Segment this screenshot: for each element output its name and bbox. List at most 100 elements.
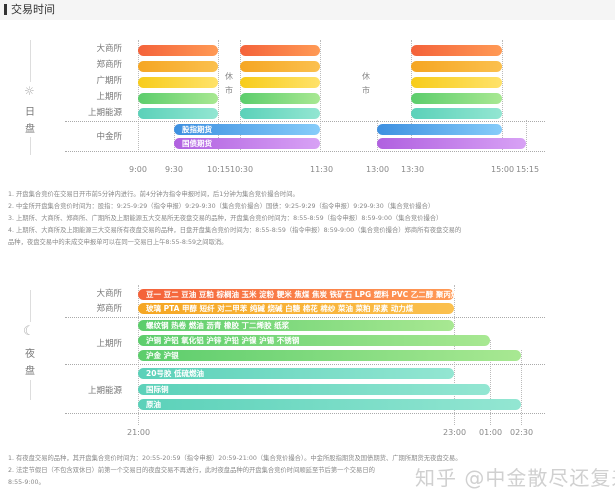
tick-label: 21:00 <box>127 428 151 437</box>
bar-dce-am1 <box>138 45 218 56</box>
tick-label: 23:00 <box>443 428 467 437</box>
day-label-1: 日 <box>25 107 35 118</box>
exchange-label-shfe: 上期所 <box>96 339 122 349</box>
exchange-label-dce: 大商所 <box>96 44 122 54</box>
sun-icon: ☼ <box>24 84 35 98</box>
bar-bond-futures-pm <box>377 138 526 149</box>
night-label-2: 盘 <box>25 366 35 377</box>
exchange-label-gfex: 广期所 <box>96 76 122 86</box>
exchange-label-czce: 郑商所 <box>96 60 122 70</box>
night-note: 8:55-9:00。 <box>8 479 45 486</box>
bar-gfex-am2 <box>240 77 320 88</box>
bar-gfex-am1 <box>138 77 218 88</box>
bar-index-futures-am: 股指期货 <box>174 124 320 135</box>
tick-label: 15:00 <box>491 165 515 174</box>
bar-czce-pm <box>411 61 502 72</box>
night-label-1: 夜 <box>25 349 35 360</box>
tick-label: 15:15 <box>516 165 540 174</box>
break-char-1: 休 <box>362 72 370 81</box>
tick-label: 13:30 <box>401 165 425 174</box>
bar-shfe-night-0100: 沪铜 沪铝 氧化铝 沪锌 沪铅 沪镍 沪锡 不锈钢 <box>138 335 490 346</box>
day-label-2: 盘 <box>25 124 35 135</box>
tick-label: 10:30 <box>230 165 254 174</box>
exchange-label-cffex: 中金所 <box>96 132 122 142</box>
tick-label: 9:00 <box>129 165 147 174</box>
gridline-1515 <box>526 120 527 150</box>
night-note: 1. 有夜盘交易的品种，其开盘集合竞价时间为：20:55-20:59（指令申报）… <box>8 455 462 462</box>
bar-shfe-night-2300: 螺纹钢 热卷 燃油 沥青 橡胶 丁二烯胶 纸浆 <box>138 320 454 331</box>
night-note: 2. 法定节假日（不包含双休日）前第一个交易日的夜盘交易不再进行，此时夜盘品种的… <box>8 467 375 474</box>
section-header: 交易时间 <box>0 0 615 20</box>
break-char-2: 市 <box>225 86 233 95</box>
tick-label: 01:00 <box>479 428 503 437</box>
bar-label: 国际铜 <box>146 385 169 394</box>
bar-dce-pm <box>411 45 502 56</box>
bar-label: 国债期货 <box>182 139 212 148</box>
divider <box>65 413 545 414</box>
tick-label: 02:30 <box>510 428 534 437</box>
bar-shfe-am1 <box>138 93 218 104</box>
watermark: 知乎 @中金散尽还复来 <box>415 466 615 490</box>
divider <box>65 364 545 365</box>
lunch-break-label: 休市 <box>362 70 372 98</box>
bar-dce-night: 豆一 豆二 豆油 豆粕 棕榈油 玉米 淀粉 粳米 焦煤 焦炭 铁矿石 LPG 塑… <box>138 289 484 300</box>
bar-czce-am2 <box>240 61 320 72</box>
bar-label: 豆一 豆二 豆油 豆粕 棕榈油 玉米 淀粉 粳米 焦煤 焦炭 铁矿石 LPG 塑… <box>146 290 484 299</box>
bar-ine-am2 <box>240 108 320 119</box>
bar-label: 原油 <box>146 400 161 409</box>
day-note: 4. 上期所、大商所及上期能源三大交易所有夜盘交易的品种，日盘开盘集合竞价时间为… <box>8 227 462 234</box>
bar-ine-night-2300: 20号胶 低硫燃油 <box>138 368 454 379</box>
bar-czce-am1 <box>138 61 218 72</box>
bar-label: 沪金 沪银 <box>146 351 179 360</box>
bar-label: 螺纹钢 热卷 燃油 沥青 橡胶 丁二烯胶 纸浆 <box>146 321 290 330</box>
bar-ine-night-0100: 国际铜 <box>138 384 490 395</box>
tick-label: 13:00 <box>366 165 390 174</box>
bar-ine-pm <box>411 108 502 119</box>
bar-ine-night-0230: 原油 <box>138 399 521 410</box>
divider <box>65 317 545 318</box>
bar-index-futures-pm <box>377 124 502 135</box>
gridline-1130 <box>320 40 321 150</box>
divider <box>65 121 545 122</box>
bar-bond-futures-am: 国债期货 <box>174 138 320 149</box>
exchange-label-ine: 上期能源 <box>87 386 122 396</box>
day-note: 1. 开盘集合竞价在交易日开市前5分钟内进行。前4分钟为指令申报时间，后1分钟为… <box>8 191 299 198</box>
bar-shfe-am2 <box>240 93 320 104</box>
gridline-0230 <box>521 350 522 425</box>
bar-label: 玻璃 PTA 甲醇 短纤 对二甲苯 纯碱 烧碱 白糖 棉花 棉纱 菜油 菜粕 尿… <box>146 304 414 313</box>
break-char-1: 休 <box>225 72 233 81</box>
exchange-label-czce: 郑商所 <box>96 304 122 314</box>
exchange-label-dce: 大商所 <box>96 289 122 299</box>
gridline-0100 <box>490 340 491 425</box>
day-note: 3. 上期所、大商所、郑商所、广期所及上期能源五大交易所无夜盘交易的品种，开盘集… <box>8 215 443 222</box>
tick-label: 11:30 <box>310 165 334 174</box>
bar-czce-night: 玻璃 PTA 甲醇 短纤 对二甲苯 纯碱 烧碱 白糖 棉花 棉纱 菜油 菜粕 尿… <box>138 303 454 314</box>
moon-icon: ☾ <box>23 324 35 339</box>
gridline-1015 <box>218 40 219 150</box>
bar-label: 股指期货 <box>182 125 212 134</box>
day-note: 品种，夜盘交易中的未成交申报单可以在同一交易日上午8:55-8:59之间取消。 <box>8 239 228 246</box>
gridline-0930 <box>174 120 175 150</box>
gridline-1300 <box>377 120 378 150</box>
side-divider <box>30 380 31 400</box>
break-label: 休市 <box>225 70 235 98</box>
break-char-2: 市 <box>362 86 370 95</box>
side-divider <box>30 40 31 82</box>
side-divider <box>30 137 31 155</box>
gridline-1500 <box>502 40 503 150</box>
tick-label: 10:15 <box>207 165 231 174</box>
header-accent-bar <box>4 4 7 15</box>
bar-gfex-pm <box>411 77 502 88</box>
side-divider <box>30 290 31 322</box>
bar-dce-am2 <box>240 45 320 56</box>
bar-shfe-night-0230: 沪金 沪银 <box>138 350 521 361</box>
day-note: 2. 中金所开盘集合竞价时间为：股指：9:25-9:29（指令申报）9:29-9… <box>8 203 435 210</box>
bar-label: 20号胶 低硫燃油 <box>146 369 205 378</box>
bar-label: 沪铜 沪铝 氧化铝 沪锌 沪铅 沪镍 沪锡 不锈钢 <box>146 336 300 345</box>
exchange-label-shfe: 上期所 <box>96 92 122 102</box>
divider <box>65 151 545 152</box>
bar-shfe-pm <box>411 93 502 104</box>
exchange-label-ine: 上期能源 <box>87 108 122 118</box>
tick-label: 9:30 <box>165 165 183 174</box>
bar-ine-am1 <box>138 108 218 119</box>
